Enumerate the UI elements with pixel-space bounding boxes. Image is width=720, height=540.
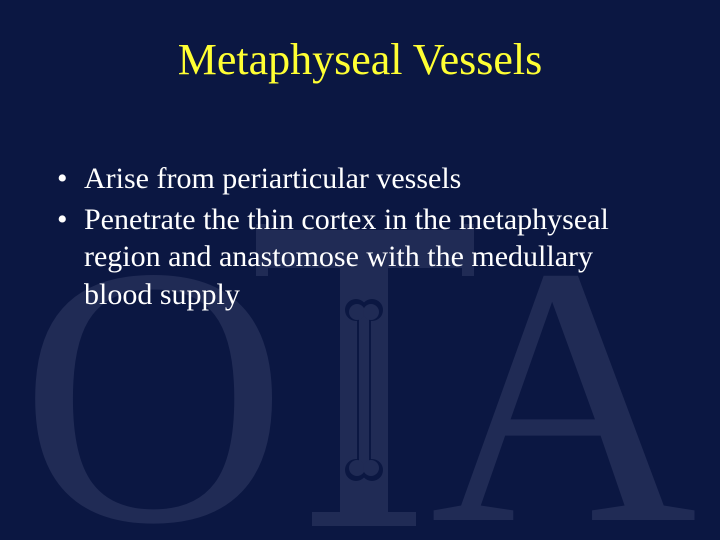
slide-body: Arise from periarticular vessels Penetra… [54, 160, 666, 317]
bullet-list: Arise from periarticular vessels Penetra… [54, 160, 666, 313]
bullet-item: Arise from periarticular vessels [54, 160, 666, 197]
slide-title: Metaphyseal Vessels [0, 34, 720, 85]
bullet-item: Penetrate the thin cortex in the metaphy… [54, 201, 666, 313]
slide: O A [0, 0, 720, 540]
